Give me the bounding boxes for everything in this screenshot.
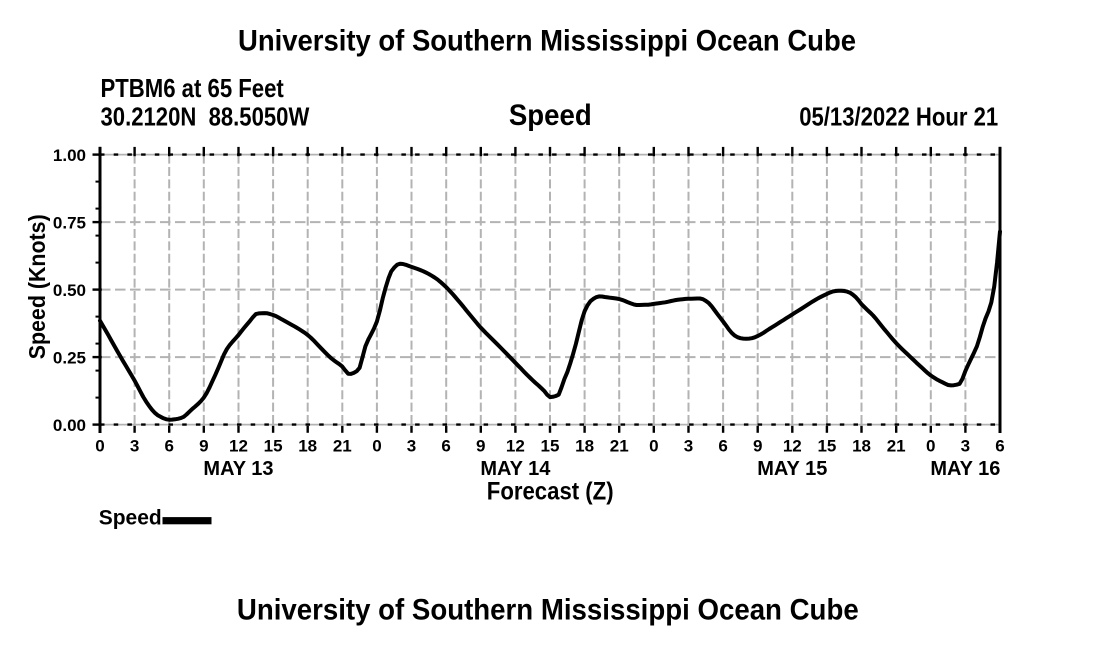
svg-text:9: 9 [476,436,485,455]
svg-text:MAY 15: MAY 15 [757,458,827,480]
svg-text:3: 3 [684,436,693,455]
svg-text:21: 21 [333,436,352,455]
svg-text:Forecast (Z): Forecast (Z) [487,478,614,506]
svg-text:0.75: 0.75 [53,213,86,232]
svg-text:18: 18 [575,436,594,455]
svg-text:30.2120N 88.5050W: 30.2120N 88.5050W [101,102,310,132]
svg-text:0: 0 [926,436,935,455]
svg-text:15: 15 [817,436,836,455]
svg-text:9: 9 [199,436,208,455]
svg-text:3: 3 [407,436,416,455]
svg-text:12: 12 [229,436,248,455]
svg-text:9: 9 [753,436,762,455]
svg-text:Speed: Speed [99,507,162,530]
svg-text:0: 0 [649,436,658,455]
svg-text:6: 6 [718,436,727,455]
svg-text:21: 21 [610,436,629,455]
svg-text:0.00: 0.00 [53,416,86,435]
svg-text:0: 0 [95,436,104,455]
svg-text:MAY 16: MAY 16 [930,458,1000,480]
svg-text:MAY 13: MAY 13 [203,458,273,480]
svg-text:1.00: 1.00 [53,146,86,165]
svg-text:MAY 14: MAY 14 [480,458,551,480]
svg-text:21: 21 [887,436,906,455]
svg-text:PTBM6 at 65 Feet: PTBM6 at 65 Feet [101,73,285,103]
svg-text:3: 3 [961,436,970,455]
svg-text:University of Southern Mississ: University of Southern Mississippi Ocean… [237,594,859,627]
svg-text:6: 6 [995,436,1004,455]
svg-text:12: 12 [783,436,802,455]
svg-text:15: 15 [264,436,283,455]
svg-text:6: 6 [164,436,173,455]
svg-text:0: 0 [372,436,381,455]
svg-text:0.50: 0.50 [53,281,86,300]
svg-text:Speed: Speed [509,99,592,132]
svg-text:15: 15 [541,436,560,455]
svg-text:0.25: 0.25 [53,348,86,367]
svg-text:University of Southern Mississ: University of Southern Mississippi Ocean… [238,24,856,57]
svg-text:6: 6 [441,436,450,455]
svg-text:18: 18 [298,436,317,455]
svg-text:12: 12 [506,436,525,455]
svg-text:Speed (Knots): Speed (Knots) [24,214,50,359]
svg-text:18: 18 [852,436,871,455]
svg-text:3: 3 [130,436,139,455]
svg-text:05/13/2022 Hour 21: 05/13/2022 Hour 21 [799,102,998,132]
